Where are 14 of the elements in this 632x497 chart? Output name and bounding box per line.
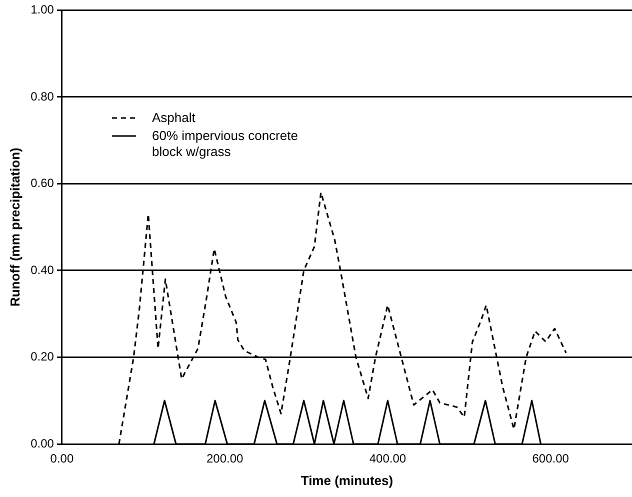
- x-tick-label: 600.00: [532, 452, 570, 466]
- y-tick-label: 0.60: [30, 176, 54, 190]
- x-axis-title: Time (minutes): [300, 472, 394, 488]
- y-tick-label: 0.40: [30, 262, 54, 277]
- x-tick-label: 200.00: [206, 452, 244, 466]
- y-tick-label: 1.00: [30, 2, 54, 17]
- y-axis-title: Runoff (mm precipitation): [7, 148, 22, 307]
- y-tick-label: 0.00: [30, 436, 54, 450]
- legend-label: Asphalt: [152, 110, 196, 126]
- y-tick-label: 0.20: [30, 350, 54, 364]
- x-tick-label: 0.00: [50, 452, 74, 466]
- legend-label: 60% impervious concrete block w/grass: [152, 128, 299, 160]
- x-tick-label: 400.00: [369, 452, 406, 466]
- y-tick-label: 0.80: [30, 89, 54, 104]
